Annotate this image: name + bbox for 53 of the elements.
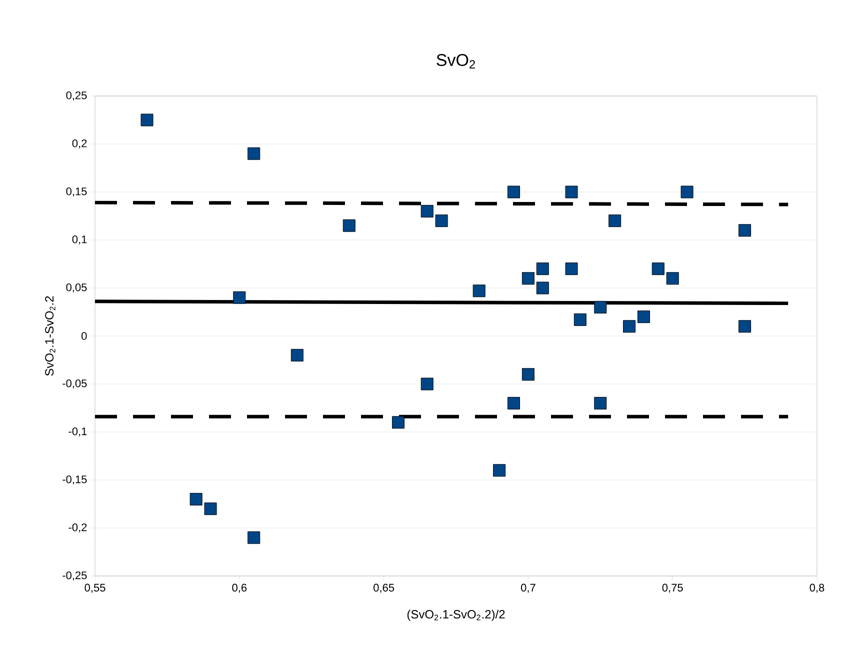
point <box>565 186 578 198</box>
point <box>248 531 260 544</box>
y-tick-label: 0,05 <box>66 283 87 293</box>
point <box>594 396 607 410</box>
point <box>190 492 202 506</box>
x-tick-label: 0,55 <box>84 584 106 593</box>
y-tick-label: 0 <box>82 332 87 340</box>
point <box>522 272 534 285</box>
point <box>493 464 506 477</box>
point <box>637 310 650 324</box>
y-tick-label: 0,2 <box>72 139 87 149</box>
point <box>594 300 607 314</box>
point <box>536 262 549 276</box>
point <box>623 320 636 333</box>
point <box>290 348 304 362</box>
y-tick-label: -0,25 <box>62 571 87 581</box>
y-tick-label: -0,1 <box>68 427 87 437</box>
point <box>233 291 246 304</box>
point <box>680 186 694 198</box>
y-axis-title: SvO$_{2}$.1-SvO$_{2}$.2 <box>45 296 56 376</box>
chart-title: SvO$_{2}$ <box>436 54 475 68</box>
point <box>508 186 520 198</box>
x-tick-label: 0,7 <box>520 584 536 593</box>
y-tick-label: 0,15 <box>66 187 87 197</box>
point <box>508 396 520 410</box>
point <box>608 214 622 228</box>
x-axis-title: (SvO$_{2}$.1-SvO$_{2}$.2)/2 <box>407 610 505 621</box>
x-tick-label: 0,8 <box>810 584 824 593</box>
x-tick-label: 0,6 <box>232 584 247 593</box>
y-tick-label: 0,25 <box>66 91 87 101</box>
y-tick-label: -0,2 <box>68 523 87 533</box>
y-tick-label: -0,15 <box>62 475 87 485</box>
point <box>342 219 356 232</box>
point <box>248 147 260 160</box>
point <box>536 282 549 294</box>
x-tick-label: 0,65 <box>374 584 394 593</box>
point <box>435 214 448 228</box>
point <box>522 368 534 381</box>
point <box>472 284 486 298</box>
y-tick-label: 0,1 <box>72 235 87 245</box>
point <box>420 378 434 390</box>
x-tick-label: 0,75 <box>662 584 683 593</box>
point <box>666 272 679 285</box>
point <box>140 114 154 126</box>
point <box>738 224 752 237</box>
point <box>574 313 586 326</box>
point <box>565 262 578 276</box>
point <box>420 204 434 218</box>
point <box>204 502 217 516</box>
y-tick-label: -0,05 <box>62 379 87 389</box>
point <box>652 262 664 276</box>
point <box>392 416 404 429</box>
point <box>738 320 752 333</box>
